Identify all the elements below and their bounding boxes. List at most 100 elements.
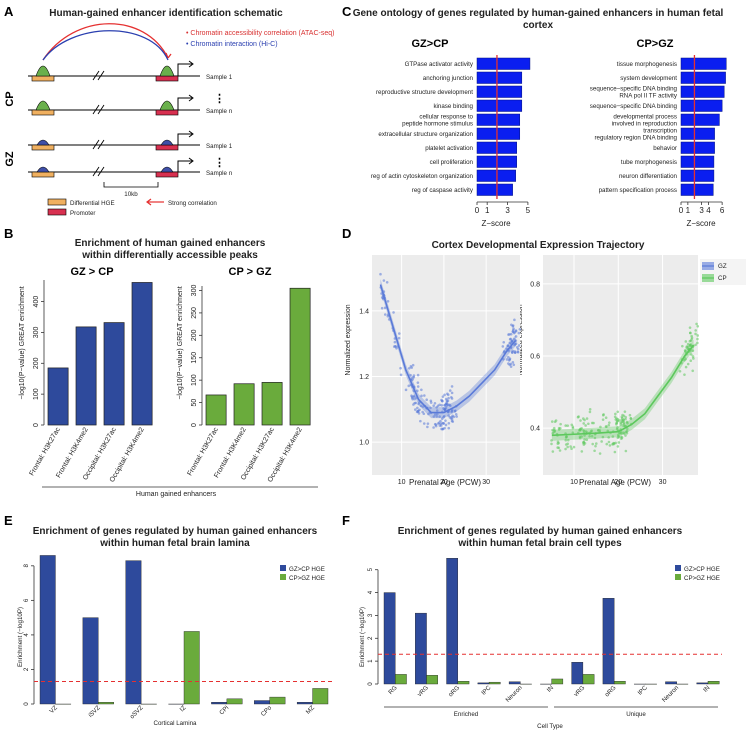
panel-a-title: Human-gained enhancer identification sch… bbox=[49, 8, 283, 19]
x-tick-label: 1 bbox=[686, 206, 691, 215]
bar bbox=[205, 394, 227, 426]
x-tick-label: Frontal: H3K27ac bbox=[29, 426, 63, 477]
chart-d1-ylabel: Normalized expression bbox=[345, 304, 352, 375]
data-point bbox=[422, 422, 426, 425]
y-tick-label: 0 bbox=[367, 682, 374, 686]
data-point bbox=[594, 442, 598, 445]
atac-arc bbox=[42, 23, 169, 61]
x-tick-label: IN bbox=[702, 684, 711, 693]
bar bbox=[508, 681, 521, 685]
data-point bbox=[407, 366, 411, 370]
data-point bbox=[433, 413, 437, 416]
chart-d1-xlabel: Prenatal Age (PCW) bbox=[409, 478, 481, 487]
data-point bbox=[608, 421, 611, 424]
bar bbox=[415, 612, 427, 685]
data-point bbox=[607, 440, 611, 444]
data-point bbox=[450, 385, 454, 388]
data-point bbox=[380, 306, 384, 310]
data-point bbox=[588, 434, 591, 438]
key-corr: Strong correlation bbox=[168, 200, 217, 207]
arrow-icon bbox=[188, 130, 194, 138]
data-point bbox=[604, 416, 608, 420]
x-tick-label: IZ bbox=[179, 704, 188, 713]
data-point bbox=[614, 418, 618, 421]
data-point bbox=[696, 341, 699, 345]
y-category-label: GTPase activator activity bbox=[405, 61, 474, 68]
data-point bbox=[579, 419, 582, 422]
panel-e-title-2: within human fetal brain lamina bbox=[99, 538, 250, 549]
y-tick-label: 2 bbox=[367, 636, 374, 640]
data-point bbox=[622, 414, 626, 418]
data-point bbox=[604, 425, 608, 428]
y-category-label: transcription bbox=[643, 128, 677, 135]
chart-d-legend: GZ CP bbox=[700, 259, 746, 285]
x-tick-label: iSVZ bbox=[87, 704, 102, 719]
bar bbox=[296, 702, 313, 705]
data-point bbox=[453, 410, 457, 413]
bar bbox=[476, 57, 531, 70]
x-tick-label: vRG bbox=[416, 684, 430, 698]
y-tick-label: 200 bbox=[191, 329, 198, 341]
x-tick-label: oRG bbox=[604, 684, 618, 698]
bar bbox=[665, 681, 677, 685]
data-point bbox=[590, 434, 594, 438]
data-point bbox=[438, 424, 442, 427]
data-point bbox=[414, 408, 417, 411]
chart-c1-xlabel: Z−score bbox=[481, 219, 511, 228]
panel-f-title-2: within human fetal brain cell types bbox=[457, 538, 622, 549]
chart-c1: GTPase activator activity anchoring junct… bbox=[371, 55, 531, 215]
data-point bbox=[678, 369, 682, 373]
data-point bbox=[557, 446, 561, 450]
data-point bbox=[418, 408, 421, 412]
data-point bbox=[550, 439, 553, 442]
data-point bbox=[616, 445, 620, 448]
data-point bbox=[614, 412, 617, 416]
track-cp-n: Sample n bbox=[28, 94, 233, 116]
data-point bbox=[435, 415, 439, 418]
data-point bbox=[392, 345, 396, 348]
data-point bbox=[550, 442, 553, 446]
x-tick-label: 6 bbox=[720, 206, 725, 215]
data-point bbox=[511, 351, 514, 354]
data-point bbox=[517, 344, 521, 347]
data-point bbox=[564, 438, 568, 442]
data-point bbox=[511, 330, 515, 333]
chart-f-ylabel: Enrichment (−log10P) bbox=[359, 607, 366, 667]
data-point bbox=[441, 395, 445, 398]
data-point bbox=[620, 436, 624, 439]
panel-a: A Human-gained enhancer identification s… bbox=[4, 4, 334, 217]
data-point bbox=[449, 417, 453, 420]
x-tick-label: 3 bbox=[699, 206, 704, 215]
bar bbox=[233, 383, 255, 426]
data-point bbox=[451, 420, 455, 423]
data-point bbox=[427, 412, 430, 416]
data-point bbox=[446, 393, 450, 397]
peak-icon bbox=[160, 139, 174, 146]
y-tick-label: 300 bbox=[33, 327, 40, 339]
arrow-icon bbox=[146, 198, 152, 206]
key-hge: Differential HGE bbox=[70, 200, 115, 207]
x-tick-label: CPo bbox=[260, 704, 274, 718]
x-tick-label: 3 bbox=[505, 206, 510, 215]
y-category-label: system development bbox=[620, 75, 677, 82]
peak-icon bbox=[36, 139, 50, 146]
cp-label: CP bbox=[4, 91, 16, 106]
y-tick-label: 4 bbox=[367, 590, 374, 594]
data-point bbox=[551, 450, 555, 453]
bar bbox=[98, 702, 114, 705]
x-tick-label: 0 bbox=[679, 206, 684, 215]
bar bbox=[254, 700, 270, 705]
data-point bbox=[569, 445, 572, 448]
data-point bbox=[385, 281, 389, 284]
data-point bbox=[419, 404, 423, 408]
data-point bbox=[583, 434, 586, 437]
data-point bbox=[624, 415, 627, 419]
data-point bbox=[410, 394, 413, 398]
x-tick-label: IN bbox=[546, 684, 555, 693]
data-point bbox=[411, 376, 414, 379]
data-point bbox=[509, 365, 513, 368]
plot-background bbox=[372, 255, 520, 475]
data-point bbox=[450, 391, 454, 395]
data-point bbox=[434, 424, 438, 428]
key-promoter-swatch bbox=[47, 208, 67, 216]
